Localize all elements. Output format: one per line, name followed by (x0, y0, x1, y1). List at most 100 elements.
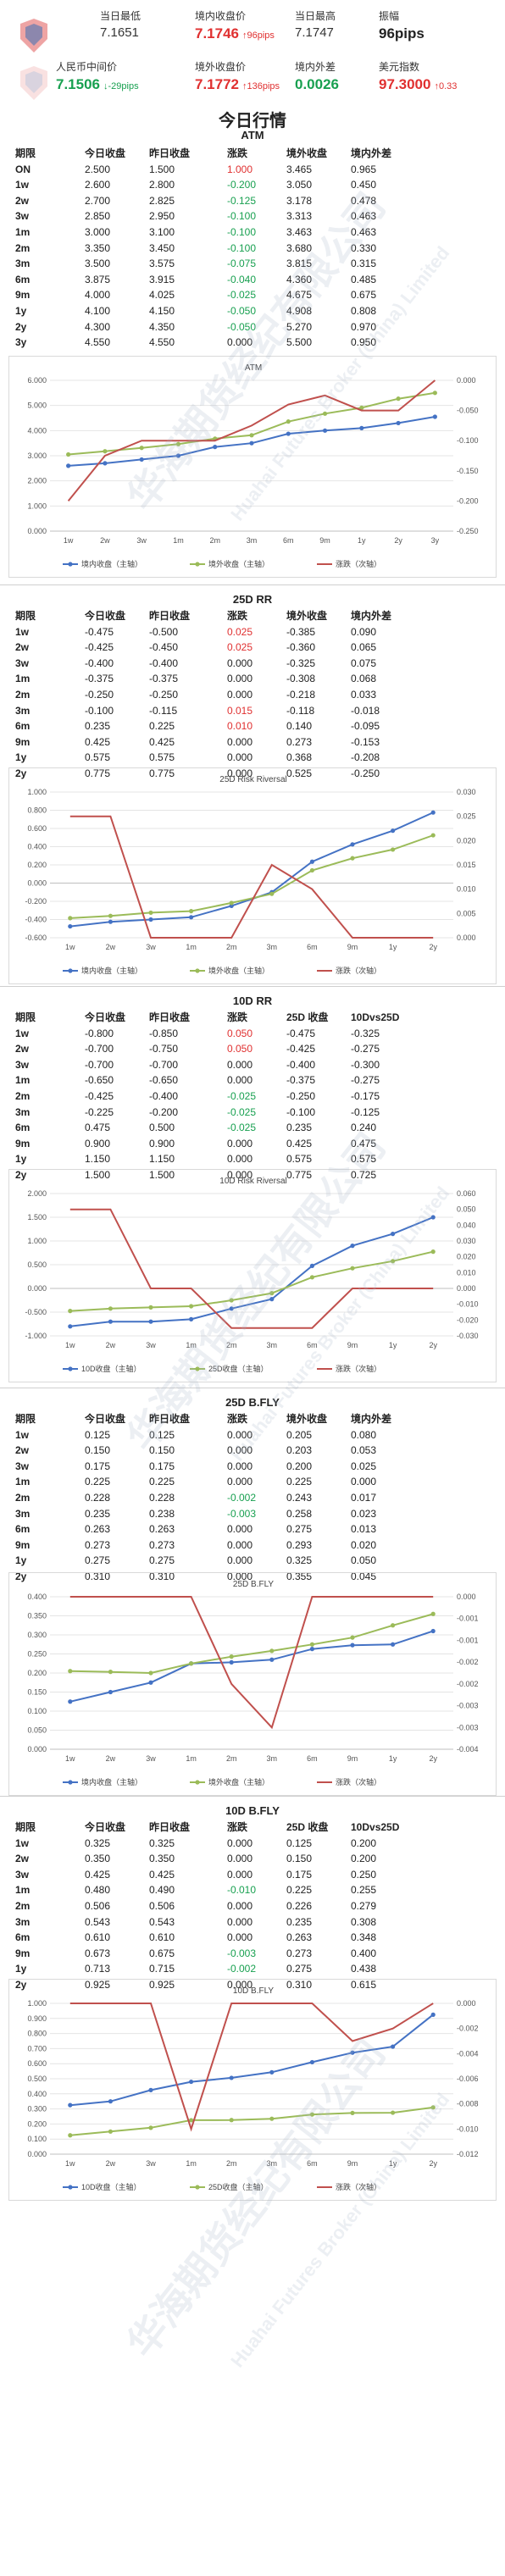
y-tick-label: 4.000 (27, 426, 47, 435)
table-cell: 5.270 (286, 320, 313, 333)
table-cell: 0.020 (351, 1538, 377, 1551)
table-cell: -0.218 (286, 689, 316, 701)
table-cell: 0.045 (351, 1571, 377, 1582)
table-cell: 0.000 (227, 689, 253, 701)
y2-tick-label: 0.040 (457, 1221, 476, 1229)
series-line-0 (69, 2014, 434, 2107)
y-tick-label: 0.400 (27, 1593, 47, 1601)
today-high-value: 7.1747 (295, 25, 334, 40)
table-header-cell: 境内外差 (351, 147, 392, 159)
table-cell: 1.150 (85, 1153, 111, 1166)
table-cell: -0.250 (351, 767, 380, 779)
table-row: 1w 2.600 2.800 -0.200 3.050 0.450 (0, 177, 505, 192)
table-row: 1m -0.650 -0.650 0.000 -0.375 -0.275 (0, 1072, 505, 1088)
x-tick-label: 9m (347, 943, 358, 951)
x-tick-label: 9m (347, 2159, 358, 2168)
onshore-offshore-diff: 境内外差 0.0026 (295, 59, 339, 93)
table-cell: 0.293 (286, 1538, 313, 1551)
data-point (108, 2099, 113, 2104)
table-cell: 0.000 (227, 751, 253, 764)
y-tick-label: 0.200 (27, 861, 47, 869)
table-row: 9m 4.000 4.025 -0.025 4.675 0.675 (0, 287, 505, 302)
y-tick-label: 0.500 (27, 2075, 47, 2083)
table-cell: -0.425 (85, 641, 114, 654)
y-tick-label: 0.350 (27, 1612, 47, 1620)
table-cell: 9m (15, 1137, 31, 1150)
data-point (68, 1309, 73, 1314)
table-cell: 0.010 (227, 720, 253, 733)
data-point (350, 1635, 355, 1640)
data-point (396, 420, 401, 426)
data-point (189, 915, 194, 920)
table-row: 3m 3.500 3.575 -0.075 3.815 0.315 (0, 256, 505, 271)
data-point (249, 440, 254, 446)
table-cell: 0.500 (149, 1122, 175, 1134)
table-cell: -0.475 (85, 625, 114, 638)
table-cell: 3.915 (149, 273, 175, 285)
table-cell: 0.273 (149, 1538, 175, 1551)
table-cell: 0.350 (85, 1853, 111, 1865)
table-row: 3m -0.225 -0.200 -0.025 -0.100 -0.125 (0, 1105, 505, 1120)
y2-tick-label: 0.020 (457, 1253, 476, 1261)
table-header-cell: 昨日收盘 (149, 1413, 191, 1425)
y2-tick-label: -0.004 (457, 2049, 479, 2058)
data-point (350, 1266, 355, 1271)
table-cell: -0.700 (149, 1058, 179, 1071)
table-cell: 1w (15, 1428, 30, 1441)
table-cell: 0.450 (351, 179, 377, 191)
table-cell: 4.350 (149, 320, 175, 333)
data-point (213, 445, 218, 450)
table-cell: 0.033 (351, 689, 377, 701)
table-cell: 0.235 (85, 720, 111, 733)
table-cell: -0.100 (85, 704, 114, 717)
table-cell: 4.150 (149, 305, 175, 317)
table-header-cell: 今日收盘 (85, 1413, 126, 1425)
table-cell: 0.775 (149, 767, 175, 779)
series-line-1 (69, 2106, 434, 2136)
table-cell: 2m (15, 241, 31, 254)
y-tick-label: 0.600 (27, 824, 47, 833)
table-cell: 0.015 (227, 704, 253, 717)
y2-tick-label: -0.150 (457, 467, 479, 475)
legend-marker (68, 2185, 73, 2190)
table-cell: 0.238 (149, 1507, 175, 1520)
data-point (175, 441, 181, 446)
table-cell: 0.000 (227, 1979, 253, 1991)
data-point (309, 859, 314, 864)
table-cell: 0.140 (286, 720, 313, 733)
table-cell: 1w (15, 1836, 30, 1849)
table-cell: 9m (15, 1538, 31, 1551)
table-cell: -0.125 (351, 1105, 380, 1118)
table-row: 3m -0.100 -0.115 0.015 -0.118 -0.018 (0, 703, 505, 718)
table-header-row: 期限 今日收盘 昨日收盘 涨跌 境外收盘 境内外差 (0, 146, 505, 161)
table-cell: -0.003 (227, 1507, 257, 1520)
table-cell: 0.275 (286, 1523, 313, 1536)
table-cell: 4.360 (286, 273, 313, 285)
data-point (269, 1648, 275, 1654)
table-row: 3m 0.543 0.543 0.000 0.235 0.308 (0, 1914, 505, 1930)
table-cell: 3y (15, 336, 27, 349)
table-cell: 0.808 (351, 305, 377, 317)
table-cell: 3.875 (85, 273, 111, 285)
data-point (189, 2079, 194, 2085)
x-tick-label: 3m (267, 2159, 278, 2168)
table-cell: -0.750 (149, 1043, 179, 1055)
legend-marker (68, 1780, 73, 1785)
usd-index-value: 97.3000 (379, 76, 431, 92)
table-row: 9m 0.673 0.675 -0.003 0.273 0.400 (0, 1946, 505, 1961)
table-cell: 1.500 (149, 163, 175, 175)
table-row: 1w -0.475 -0.500 0.025 -0.385 0.090 (0, 624, 505, 640)
table-cell: 1y (15, 1963, 27, 1975)
table-cell: 0.025 (351, 1460, 377, 1472)
y2-tick-label: -0.012 (457, 2150, 479, 2158)
data-point (430, 2105, 436, 2110)
table-cell: 5.500 (286, 336, 313, 349)
table-cell: 0.400 (351, 1947, 377, 1959)
y-tick-label: 6.000 (27, 376, 47, 385)
table-cell: 1w (15, 179, 30, 191)
table-cell: 1m (15, 1476, 31, 1488)
table-cell: 0.610 (85, 1931, 111, 1944)
table-cell: 9m (15, 735, 31, 748)
table-cell: 0.200 (351, 1836, 377, 1849)
table-cell: 0.675 (149, 1947, 175, 1959)
